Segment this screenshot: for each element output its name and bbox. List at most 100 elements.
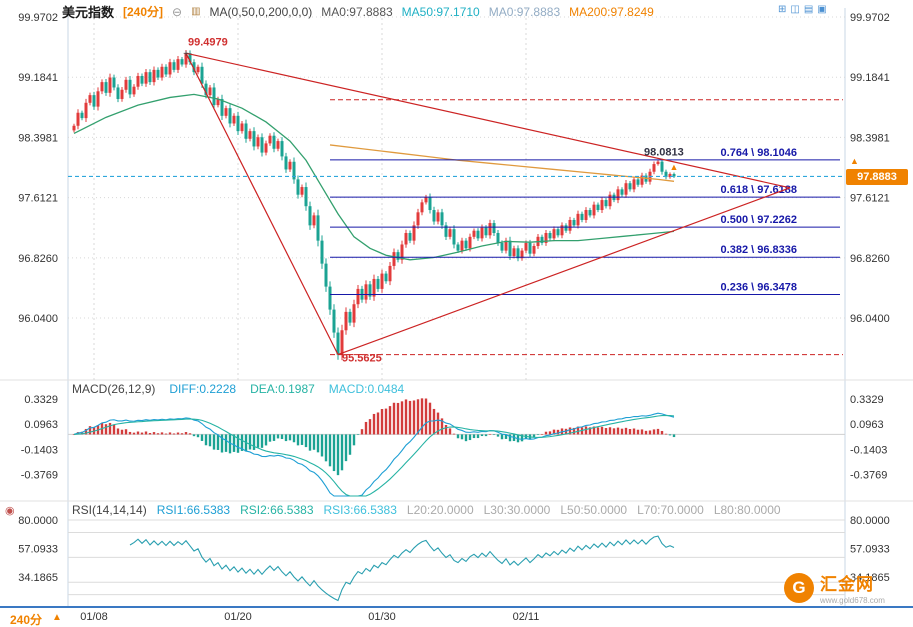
macd-header: MACD(26,12,9) DIFF:0.2228 DEA:0.1987 MAC… <box>72 382 404 396</box>
candle-body <box>636 179 640 185</box>
candle-body <box>472 230 476 237</box>
macd-histogram-bar <box>420 398 424 435</box>
candle-body <box>204 83 208 96</box>
macd-histogram-bar <box>444 424 448 435</box>
macd-histogram-bar <box>460 434 464 440</box>
indicator-style-icon[interactable]: ▥ <box>191 6 201 17</box>
rsi-title: RSI(14,14,14) <box>72 503 147 517</box>
macd-histogram-bar <box>200 434 204 441</box>
macd-histogram-bar <box>212 434 216 450</box>
y-axis-label-right: 99.1841 <box>850 72 890 84</box>
candle-body <box>308 206 312 226</box>
macd-histogram-bar <box>508 434 512 442</box>
macd-histogram-bar <box>260 434 264 448</box>
rsi1-value: RSI1:66.5383 <box>156 503 231 517</box>
macd-histogram-bar <box>336 434 340 476</box>
macd-histogram-bar <box>652 429 656 435</box>
macd-histogram-bar <box>536 434 540 436</box>
macd-histogram-bar <box>612 428 616 435</box>
macd-histogram-bar <box>640 429 644 435</box>
macd-histogram-bar <box>668 434 672 436</box>
candle-body <box>388 265 392 282</box>
macd-dea-line <box>73 414 675 497</box>
macd-histogram-bar <box>184 432 188 435</box>
candle-body <box>584 210 588 220</box>
candle-body <box>524 242 528 251</box>
macd-histogram-bar <box>484 434 488 437</box>
macd-histogram-bar <box>412 400 416 435</box>
macd-histogram-bar <box>396 402 400 435</box>
macd-histogram-bar <box>112 424 116 435</box>
candle-body <box>484 227 488 236</box>
candle-body <box>148 72 152 83</box>
macd-histogram-bar <box>288 434 292 441</box>
macd-histogram-bar <box>80 431 84 435</box>
layout-columns-icon[interactable]: ◫ <box>790 4 800 15</box>
macd-histogram-bar <box>504 434 508 439</box>
macd-histogram-bar <box>140 432 144 435</box>
candle-body <box>156 69 160 78</box>
macd-histogram-bar <box>488 433 492 435</box>
layout-single-icon[interactable]: ▣ <box>817 4 827 15</box>
macd-histogram-bar <box>216 434 220 450</box>
layout-grid-icon[interactable]: ⊞ <box>778 4 787 15</box>
candle-body <box>96 91 100 107</box>
candle-body <box>504 240 508 251</box>
y-axis-label-left: 98.3981 <box>18 132 58 144</box>
candle-body <box>160 66 164 78</box>
candle-body <box>184 53 188 65</box>
macd-histogram-bar <box>532 434 536 438</box>
macd-axis-label-right: 0.0963 <box>850 419 884 431</box>
candle-body <box>492 223 496 233</box>
candle-body <box>232 115 236 124</box>
candle-body <box>252 131 256 147</box>
macd-histogram-bar <box>380 409 384 435</box>
rsi-axis-label-left: 80.0000 <box>18 515 58 527</box>
macd-histogram-bar <box>600 426 604 435</box>
layout-rows-icon[interactable]: ▤ <box>803 4 814 15</box>
candle-body <box>468 236 472 249</box>
candle-body <box>616 189 620 201</box>
y-axis-label-left: 97.6121 <box>18 193 58 205</box>
symbol-name: 美元指数 <box>62 5 115 20</box>
macd-histogram-bar <box>452 433 456 435</box>
rsi-line <box>129 535 675 602</box>
macd-histogram-bar <box>440 418 444 435</box>
macd-histogram-bar <box>236 434 240 453</box>
candle-body <box>608 194 612 207</box>
candle-body <box>488 223 492 236</box>
macd-histogram-bar <box>624 427 628 435</box>
macd-histogram-bar <box>344 434 348 462</box>
macd-histogram-bar <box>280 434 284 440</box>
macd-histogram-bar <box>232 434 236 452</box>
timeframe-button[interactable]: 240分 <box>10 613 43 627</box>
rsi-l30-label: L30:30.0000 <box>483 503 551 517</box>
macd-histogram-bar <box>164 433 168 435</box>
macd-hist-value: MACD:0.0484 <box>328 382 405 396</box>
candle-body <box>532 246 536 254</box>
candle-body <box>100 82 104 92</box>
logo-mark-icon: G <box>784 572 814 603</box>
indicator-icon[interactable]: ◉ <box>5 505 15 517</box>
candle-body <box>420 202 424 213</box>
candle-body <box>116 87 120 99</box>
candle-body <box>272 135 276 149</box>
candle-body <box>296 179 300 195</box>
macd-histogram-bar <box>468 434 472 441</box>
macd-histogram-bar <box>296 434 300 446</box>
macd-histogram-bar <box>552 429 556 435</box>
candle-body <box>640 175 644 185</box>
date-label: 02/11 <box>513 611 540 623</box>
candle-body <box>364 284 368 300</box>
macd-histogram-bar <box>268 434 272 442</box>
collapse-icon[interactable]: ⊖ <box>172 4 183 19</box>
macd-histogram-bar <box>372 413 376 435</box>
timeframe-up-arrow-icon[interactable]: ▲ <box>52 612 62 623</box>
macd-histogram-bar <box>608 427 612 435</box>
candle-body <box>172 62 176 70</box>
candle-body <box>104 82 108 93</box>
macd-histogram-bar <box>144 431 148 435</box>
macd-histogram-bar <box>364 421 368 435</box>
